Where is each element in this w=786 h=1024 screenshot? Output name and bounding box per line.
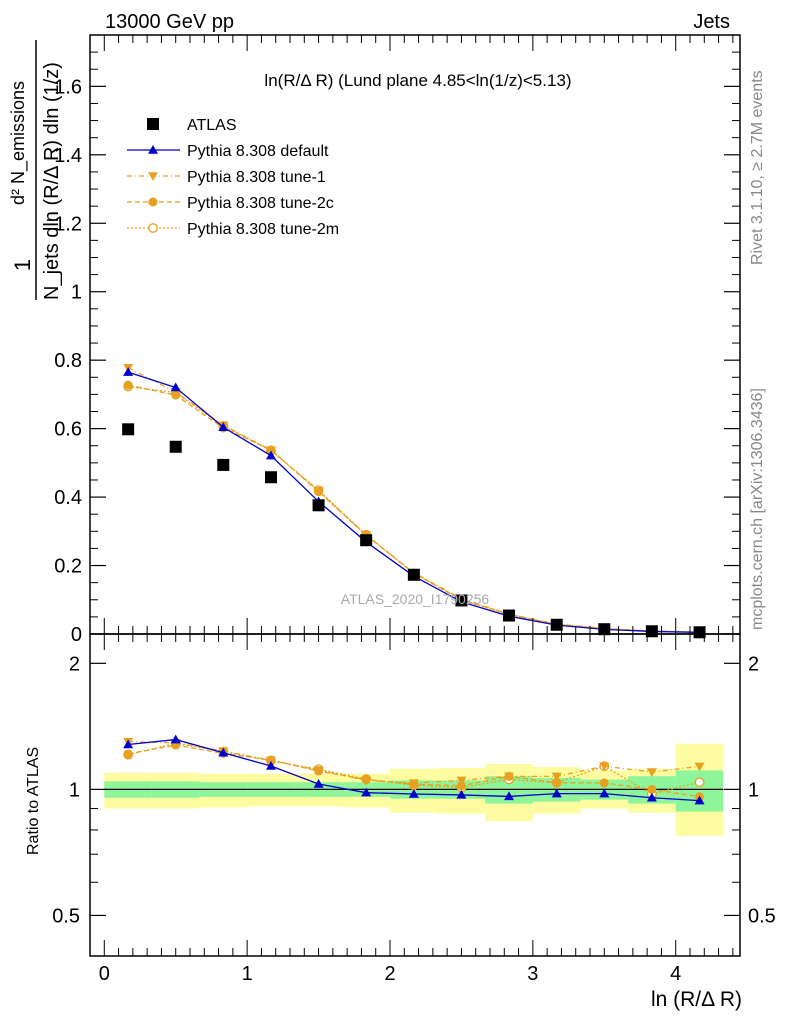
data-point-atlas	[312, 499, 325, 512]
ratio-point-pythia-8-308-default	[123, 739, 134, 749]
ratio-point-pythia-8-308-tune-1	[266, 756, 276, 766]
data-point-pythia-8-308-default	[218, 422, 229, 432]
ratio-point-pythia-8-308-tune-2c	[456, 781, 466, 791]
data-point-atlas	[122, 423, 135, 436]
y-tick-label: 0.2	[54, 556, 82, 578]
y-label-numerator: d² N_emissions	[8, 81, 29, 205]
legend-marker	[148, 145, 158, 154]
y-tick-label: 1.6	[54, 76, 82, 98]
uncertainty-band-inner	[675, 770, 724, 812]
ratio-point-pythia-8-308-default	[218, 747, 229, 757]
ratio-plot-area	[104, 734, 724, 836]
ratio-y-axis-label: Ratio to ATLAS	[25, 747, 42, 855]
x-tick-label: 3	[527, 963, 538, 985]
plot-title: ln(R/Δ R) (Lund plane 4.85<ln(1/z)<5.13)	[264, 71, 571, 90]
ratio-point-pythia-8-308-tune-2c	[123, 749, 133, 759]
ratio-y-tick-label-right: 2	[748, 653, 759, 675]
data-point-atlas	[407, 568, 420, 581]
data-point-atlas	[503, 609, 515, 622]
data-point-atlas	[645, 625, 658, 638]
analysis-watermark: ATLAS_2020_I1790256	[341, 591, 490, 607]
ratio-point-pythia-8-308-default	[361, 787, 372, 797]
legend-marker	[148, 172, 158, 181]
ratio-point-pythia-8-308-default	[694, 795, 705, 805]
header-right-label: Jets	[693, 11, 730, 33]
legend-label: ATLAS	[187, 117, 237, 134]
legend-label: Pythia 8.308 tune-2c	[187, 195, 334, 212]
y-tick-label: 1	[71, 282, 82, 304]
ratio-y-tick-label-left: 1	[69, 779, 80, 801]
ratio-point-pythia-8-308-tune-1	[646, 768, 657, 778]
ratio-point-pythia-8-308-default	[646, 792, 657, 802]
ratio-point-pythia-8-308-default	[266, 761, 276, 770]
legend-marker-atlas	[147, 118, 159, 130]
ratio-point-pythia-8-308-tune-1	[599, 762, 610, 772]
x-tick-label: 4	[670, 963, 681, 985]
x-tick-label: 2	[384, 963, 395, 985]
data-point-pythia-8-308-default	[266, 450, 276, 460]
ratio-y-tick-label-right: 0.5	[748, 905, 776, 927]
ratio-point-pythia-8-308-default	[551, 788, 562, 798]
ratio-y-tick-label-left: 0.5	[52, 905, 80, 927]
y-tick-label: 0.8	[54, 350, 82, 372]
main-y-axis-label: 1 d² N_emissions N_jets dln (R/Δ R) dln …	[8, 40, 63, 300]
x-tick-label: 0	[99, 963, 110, 985]
legend: ATLAS Pythia 8.308 default Pythia 8.308 tu…	[127, 117, 339, 238]
legend-label: Pythia 8.308 tune-2m	[187, 221, 339, 238]
x-tick-label: 1	[242, 963, 253, 985]
ratio-point-pythia-8-308-default	[599, 788, 610, 798]
ratio-point-pythia-8-308-default	[313, 778, 324, 788]
ratio-point-pythia-8-308-tune-1	[408, 779, 419, 789]
y-tick-label: 0.4	[54, 487, 82, 509]
ratio-point-pythia-8-308-tune-1	[551, 772, 562, 782]
data-point-atlas	[217, 458, 230, 471]
header-left-label: 13000 GeV pp	[105, 11, 234, 33]
y-label-denominator: N_jets dln (R/Δ R) dln (1/z)	[41, 62, 63, 300]
ratio-axes: 0.5 0.5 1 1 2 2 0 1 2 3 4	[52, 634, 776, 985]
ratio-point-pythia-8-308-tune-2m	[694, 777, 705, 788]
data-point-pythia-8-308-tune-1	[313, 487, 324, 496]
ratio-point-pythia-8-308-default	[456, 789, 467, 799]
ratio-point-pythia-8-308-default	[408, 788, 419, 798]
ratio-y-tick-label-left: 2	[69, 653, 80, 675]
ratio-point-pythia-8-308-default	[504, 791, 514, 801]
ratio-plot-frame	[89, 633, 741, 957]
ratio-point-pythia-8-308-tune-1	[504, 772, 514, 782]
y-tick-label: 1.4	[54, 145, 82, 167]
ratio-y-tick-label-right: 1	[748, 779, 759, 801]
data-point-atlas	[693, 626, 706, 639]
data-point-pythia-8-308-default	[123, 367, 134, 376]
data-point-pythia-8-308-default	[170, 382, 181, 392]
legend-marker	[148, 223, 158, 233]
x-axis-label: ln (R/Δ R)	[651, 988, 742, 1011]
ratio-point-pythia-8-308-tune-1	[361, 776, 372, 786]
y-tick-label: 0.6	[54, 419, 82, 441]
ratio-point-pythia-8-308-default	[170, 734, 181, 744]
data-point-atlas	[455, 594, 468, 607]
y-tick-label: 0	[71, 624, 82, 646]
ratio-point-pythia-8-308-tune-1	[456, 776, 467, 786]
ratio-panel: 0.5 0.5 1 1 2 2 0 1 2 3 4 Ratio to ATLAS ln (R/Δ R…	[25, 633, 776, 1011]
rivet-version-label: Rivet 3.1.10, ≥ 2.7M events	[749, 70, 766, 265]
ratio-point-pythia-8-308-tune-2c	[599, 778, 609, 788]
data-point-atlas	[169, 440, 182, 453]
main-panel: ATLAS_2020_I1790256 ln(R/Δ R) (Lund plan…	[8, 34, 741, 646]
legend-marker	[148, 197, 158, 207]
y-tick-label: 1.2	[54, 213, 82, 235]
mcplots-label: mcplots.cern.ch [arXiv:1306.3436]	[749, 388, 766, 630]
y-label-numerator-one: 1	[10, 259, 35, 271]
legend-label: Pythia 8.308 tune-1	[187, 169, 326, 186]
ratio-point-pythia-8-308-tune-2c	[647, 784, 657, 794]
data-point-atlas	[360, 534, 373, 547]
legend-label: Pythia 8.308 default	[187, 143, 329, 160]
data-point-atlas	[550, 618, 563, 631]
main-y-axis: 0 0.2 0.4 0.6 0.8 1 1.2 1.4 1.6	[54, 35, 740, 646]
ratio-point-pythia-8-308-tune-2c	[552, 778, 562, 788]
data-point-atlas	[265, 471, 277, 484]
data-point-pythia-8-308-tune-2c	[123, 380, 133, 390]
ratio-point-pythia-8-308-tune-1	[313, 766, 324, 776]
ratio-point-pythia-8-308-tune-1	[694, 762, 705, 772]
